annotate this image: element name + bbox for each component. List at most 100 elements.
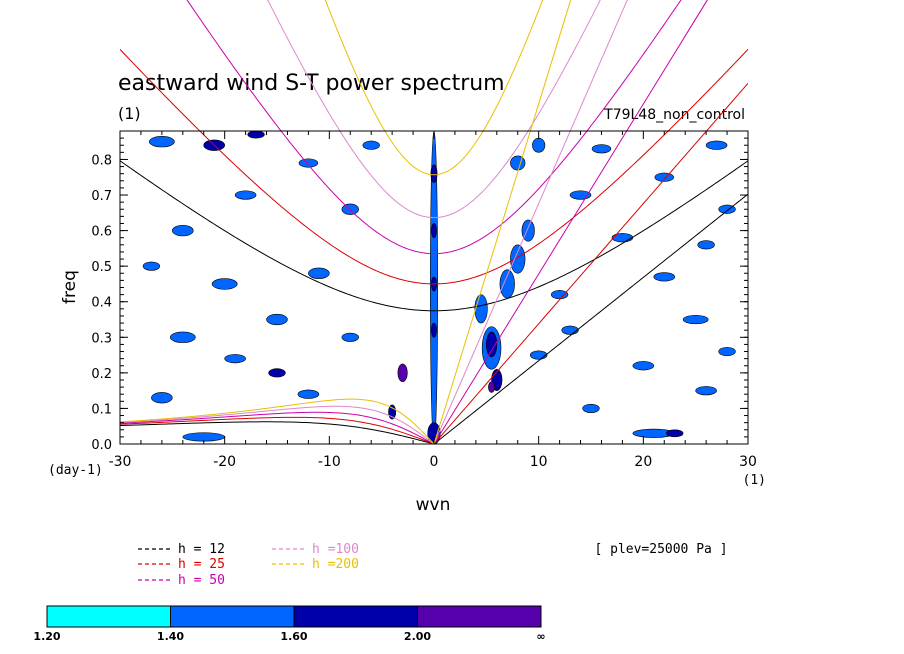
y-tick-label: 0.0 xyxy=(91,438,112,453)
colorbar-level-label: 1.20 xyxy=(33,630,60,643)
contour-region xyxy=(697,240,715,250)
y-axis-label: freq xyxy=(60,270,80,304)
contour-region xyxy=(268,368,286,378)
colorbar-swatch xyxy=(417,605,542,628)
dispersion-curve-rossby xyxy=(120,405,435,444)
y-tick-label: 0.3 xyxy=(91,331,112,346)
contour-region xyxy=(532,137,546,153)
legend-label: h = 50 xyxy=(178,573,225,588)
contour-region xyxy=(234,190,257,200)
y-tick-label: 0.7 xyxy=(91,189,112,204)
contour-region xyxy=(247,130,265,139)
legend-label: h = 25 xyxy=(178,557,225,572)
y-tick-label: 0.4 xyxy=(91,296,112,311)
contour-region xyxy=(182,432,225,442)
dispersion-curve-kelvin xyxy=(433,0,708,444)
contour-region xyxy=(561,325,579,335)
contour-region xyxy=(682,314,709,325)
contour-fill-layer xyxy=(142,130,736,444)
contour-region xyxy=(341,203,359,215)
contour-region xyxy=(341,332,359,342)
contour-region xyxy=(529,350,548,360)
contour-region xyxy=(142,261,161,271)
contour-region xyxy=(308,267,330,279)
x-axis-units: (1) xyxy=(743,473,766,488)
dispersion-curve-inertia-gravity xyxy=(186,0,682,255)
contour-region xyxy=(397,363,408,383)
x-tick-label: 10 xyxy=(530,454,548,470)
contour-region xyxy=(486,331,498,358)
contour-region xyxy=(431,322,437,338)
dispersion-curve-rossby xyxy=(120,421,435,444)
colorbar-level-label: 1.40 xyxy=(157,630,184,643)
dispersion-curve-layer xyxy=(120,0,748,444)
contour-region xyxy=(510,155,526,171)
colorbar-level-label: ∞ xyxy=(536,630,545,643)
colorbar-swatch xyxy=(293,605,418,628)
dispersion-curve-rossby xyxy=(120,398,435,444)
colorbar-level-label: 1.60 xyxy=(280,630,307,643)
contour-region xyxy=(582,403,600,413)
contour-region xyxy=(430,164,438,183)
dispersion-curve-rossby xyxy=(120,411,435,444)
colorbar-level-label: 2.00 xyxy=(404,630,431,643)
contour-region xyxy=(488,381,496,393)
chart-subtitle-left: (1) xyxy=(118,104,141,123)
contour-region xyxy=(211,278,238,290)
contour-region xyxy=(149,136,175,148)
dispersion-curve-kelvin xyxy=(433,0,572,444)
contour-region xyxy=(266,313,288,326)
dispersion-curve-kelvin xyxy=(433,83,748,444)
contour-region xyxy=(224,354,246,364)
dispersion-curve-inertia-gravity xyxy=(120,160,748,312)
y-tick-label: 0.1 xyxy=(91,402,112,417)
x-tick-label: -30 xyxy=(109,454,132,470)
dispersion-curve-kelvin xyxy=(433,0,628,444)
colorbar-swatch xyxy=(46,605,171,628)
contour-region xyxy=(172,224,194,237)
x-tick-label: 30 xyxy=(739,454,757,470)
chart-subtitle-right: T79L48_non_control xyxy=(603,107,745,123)
plev-annotation: [ plev=25000 Pa ] xyxy=(594,542,727,557)
contour-region xyxy=(632,361,655,371)
dispersion-curve-inertia-gravity xyxy=(267,0,601,219)
contour-region xyxy=(151,392,173,404)
contour-region xyxy=(654,172,674,182)
dispersion-curve-inertia-gravity xyxy=(324,0,544,176)
legend-label: h =200 xyxy=(312,557,359,572)
contour-region xyxy=(510,244,526,274)
contour-region xyxy=(431,223,437,239)
contour-region xyxy=(666,429,684,438)
axis-ticks: -30 -20 -10 0 10 20 30 0.0 0.1 0.2 0.3 0.4 0.5 0.6 0.7… xyxy=(91,131,757,470)
colorbar-swatch xyxy=(170,605,295,628)
x-tick-label: -10 xyxy=(318,454,341,470)
contour-region xyxy=(718,346,736,357)
y-tick-label: 0.2 xyxy=(91,367,112,382)
legend-label: h = 12 xyxy=(178,542,225,557)
contour-region xyxy=(591,144,612,154)
contour-region xyxy=(569,190,592,200)
dispersion-curve-rossby xyxy=(120,416,435,444)
contour-region xyxy=(169,331,196,343)
contour-region xyxy=(298,158,319,168)
contour-region xyxy=(499,269,515,299)
legend-label: h =100 xyxy=(312,542,359,557)
contour-region xyxy=(653,272,676,282)
contour-region xyxy=(362,140,380,150)
contour-region xyxy=(611,233,634,243)
y-tick-label: 0.5 xyxy=(91,260,112,275)
y-tick-label: 0.6 xyxy=(91,225,112,240)
contour-region xyxy=(297,389,320,399)
y-axis-units: (day-1) xyxy=(48,463,103,478)
contour-region xyxy=(695,386,717,396)
x-tick-label: -20 xyxy=(213,454,236,470)
x-tick-label: 0 xyxy=(430,454,439,470)
contour-region xyxy=(474,294,488,324)
colorbar: 1.20 1.40 1.60 2.00 ∞ xyxy=(33,605,546,643)
y-tick-label: 0.8 xyxy=(91,153,112,168)
contour-region xyxy=(705,140,728,150)
x-tick-label: 20 xyxy=(634,454,652,470)
dispersion-curve-inertia-gravity xyxy=(120,49,748,285)
